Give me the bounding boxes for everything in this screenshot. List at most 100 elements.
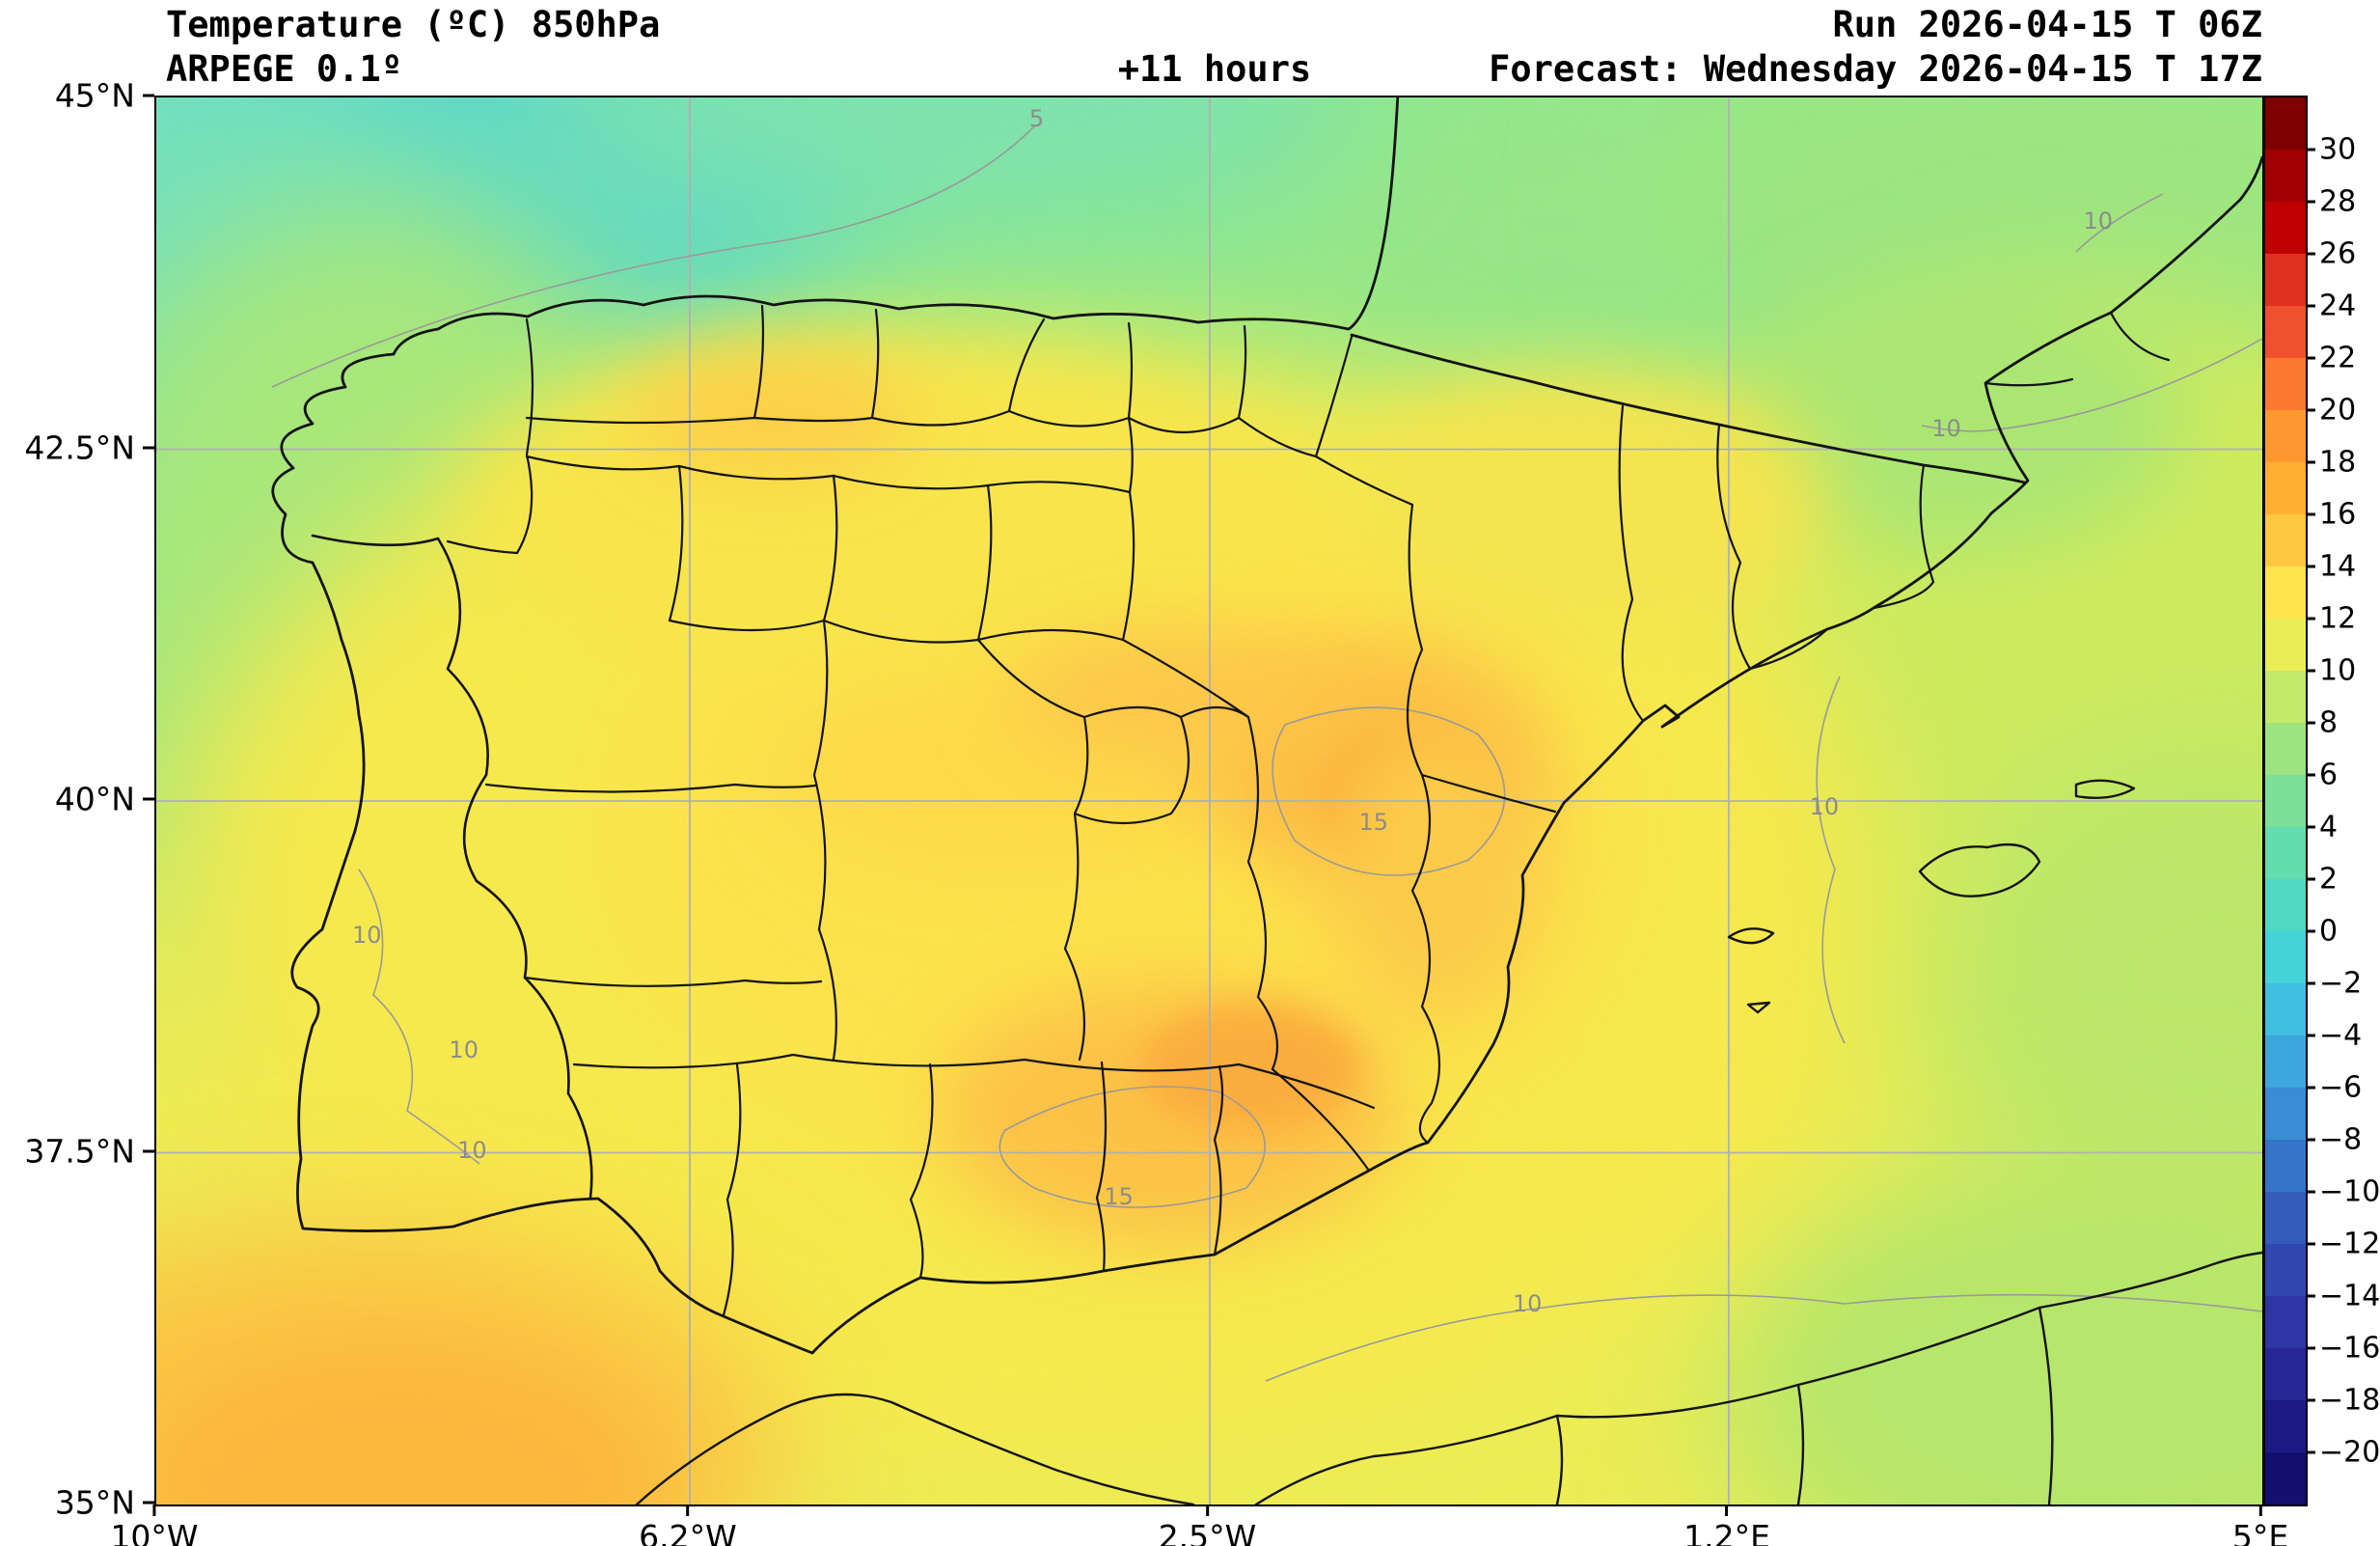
colorbar-tick-label: 28: [2319, 184, 2357, 219]
x-tick: 6.2°W: [639, 1505, 737, 1546]
colorbar-tick-label: −8: [2319, 1122, 2363, 1157]
colorbar-tick-mark: [2306, 200, 2315, 204]
colorbar-tick-mark: [2306, 356, 2315, 360]
colorbar-tick-mark: [2306, 1450, 2315, 1454]
y-tick-label: 42.5°N: [24, 428, 135, 466]
colorbar-tick-label: 4: [2319, 810, 2339, 844]
colorbar-tick-label: −12: [2319, 1227, 2380, 1261]
colorbar-tick-label: 2: [2319, 862, 2339, 897]
x-tick-label: 1.2°E: [1683, 1518, 1770, 1546]
colorbar-tick-mark: [2306, 1086, 2315, 1090]
colorbar-tick-mark: [2306, 721, 2315, 725]
y-tick-label: 35°N: [54, 1483, 135, 1522]
colorbar-tick-label: 22: [2319, 341, 2357, 375]
colorbar-tick-mark: [2306, 1242, 2315, 1246]
y-tick-mark: [143, 446, 154, 449]
x-tick-label: 2.5°W: [1158, 1518, 1257, 1546]
y-tick-mark: [143, 1149, 154, 1152]
colorbar-tick-mark: [2306, 408, 2315, 412]
colorbar-tick-mark: [2306, 1190, 2315, 1194]
colorbar-segments: [2265, 97, 2306, 1505]
colorbar-tick-label: 18: [2319, 445, 2357, 480]
colorbar-segment: [2265, 619, 2306, 671]
y-tick-mark: [143, 1501, 154, 1505]
x-tick: 2.5°W: [1158, 1505, 1257, 1546]
colorbar-segment: [2265, 1035, 2306, 1088]
colorbar-tick-mark: [2306, 565, 2315, 568]
chart-title: Temperature (ºC) 850hPa: [166, 4, 661, 45]
temperature-field: [156, 97, 2262, 1505]
colorbar-tick-label: 6: [2319, 758, 2339, 792]
colorbar-segment: [2265, 1296, 2306, 1348]
colorbar-segment: [2265, 1400, 2306, 1452]
y-tick-label: 40°N: [54, 780, 135, 818]
colorbar-tick-label: 30: [2319, 132, 2357, 167]
colorbar-segment: [2265, 723, 2306, 775]
x-tick-mark: [2258, 1505, 2262, 1516]
x-tick: 5°E: [2232, 1505, 2288, 1546]
colorbar-tick-mark: [2306, 981, 2315, 985]
colorbar-segment: [2265, 1244, 2306, 1296]
colorbar-tick-mark: [2306, 1034, 2315, 1037]
colorbar-tick-mark: [2306, 1346, 2315, 1350]
colorbar-segment: [2265, 358, 2306, 410]
colorbar-tick-label: −4: [2319, 1018, 2363, 1053]
x-tick-label: 6.2°W: [639, 1518, 737, 1546]
colorbar-tick-mark: [2306, 252, 2315, 256]
grid-lines: [156, 97, 2262, 1505]
x-tick-mark: [686, 1505, 690, 1516]
colorbar-tick-mark: [2306, 773, 2315, 777]
colorbar-tick-label: −2: [2319, 966, 2363, 1001]
colorbar-tick-mark: [2306, 1138, 2315, 1142]
colorbar-tick-label: −14: [2319, 1279, 2380, 1313]
colorbar-segment: [2265, 514, 2306, 566]
colorbar-tick-label: 8: [2319, 705, 2339, 740]
forecast-label: Forecast: Wednesday 2026-04-15 T 17Z: [1489, 48, 2262, 90]
colorbar-segment: [2265, 931, 2306, 983]
colorbar-tick-mark: [2306, 1294, 2315, 1298]
colorbar-tick-label: 26: [2319, 236, 2357, 271]
x-tick-mark: [1206, 1505, 1209, 1516]
lead-time-label: +11 hours: [1117, 48, 1312, 90]
colorbar-segment: [2265, 671, 2306, 723]
colorbar-tick-mark: [2306, 460, 2315, 464]
x-axis-ticks: 10°W 6.2°W 2.5°W 1.2°E 5°E: [110, 1505, 2288, 1546]
colorbar-tick-label: 20: [2319, 393, 2357, 428]
colorbar-tick-label: −10: [2319, 1174, 2380, 1209]
colorbar-tick-mark: [2306, 825, 2315, 829]
colorbar-tick-mark: [2306, 1398, 2315, 1402]
province-boundaries: [271, 97, 2262, 1505]
colorbar-segment: [2265, 1088, 2306, 1140]
model-label: ARPEGE 0.1º: [166, 48, 403, 90]
colorbar-tick-label: −20: [2319, 1435, 2380, 1470]
x-tick: 10°W: [110, 1505, 199, 1546]
colorbar-tick-label: 16: [2319, 497, 2357, 532]
colorbar-segment: [2265, 879, 2306, 931]
x-tick-label: 5°E: [2231, 1518, 2289, 1546]
colorbar-segment: [2265, 97, 2306, 150]
x-tick-mark: [1725, 1505, 1729, 1516]
colorbar-tick-label: −18: [2319, 1383, 2380, 1418]
colorbar-tick-label: −6: [2319, 1070, 2363, 1105]
contour-lines: [271, 125, 2262, 1382]
colorbar-segment: [2265, 1140, 2306, 1192]
y-tick-label: 37.5°N: [24, 1132, 135, 1170]
colorbar-segment: [2265, 827, 2306, 879]
x-tick: 1.2°E: [1683, 1505, 1770, 1546]
colorbar-segment: [2265, 462, 2306, 514]
colorbar-tick-mark: [2306, 617, 2315, 621]
run-label: Run 2026-04-15 T 06Z: [1832, 4, 2262, 45]
y-axis-ticks: 45°N 42.5°N 40°N 37.5°N 35°N: [0, 77, 154, 1522]
colorbar-segment: [2265, 775, 2306, 827]
colorbar-segment: [2265, 1452, 2306, 1505]
colorbar-tick-mark: [2306, 148, 2315, 152]
colorbar-segment: [2265, 150, 2306, 202]
map-svg: [156, 97, 2262, 1505]
y-tick-label: 45°N: [54, 76, 135, 115]
colorbar-segment: [2265, 410, 2306, 462]
y-tick-mark: [143, 797, 154, 801]
colorbar-tick-mark: [2306, 669, 2315, 673]
colorbar-tick-label: 12: [2319, 601, 2357, 636]
colorbar-segment: [2265, 1348, 2306, 1400]
